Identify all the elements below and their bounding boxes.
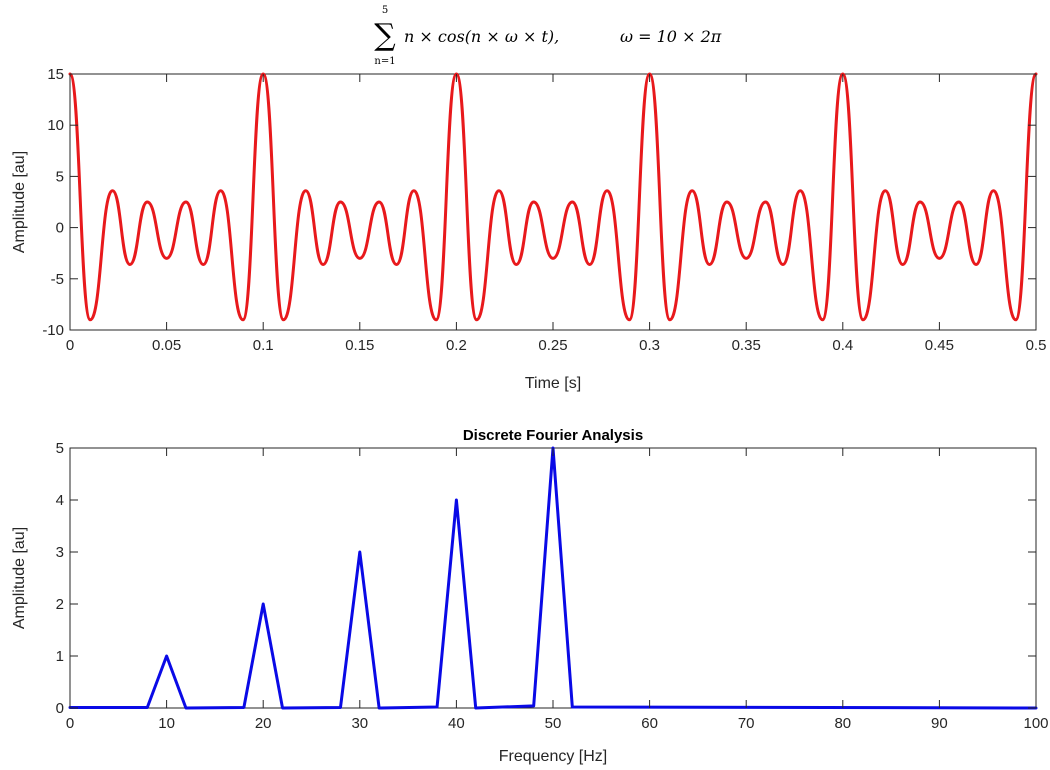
time-domain-series-line: [68, 72, 1038, 322]
time-domain-xlabel: Time [s]: [525, 375, 581, 392]
time-domain-xtick-label: 0.45: [925, 337, 954, 354]
frequency-domain-ylabel: Amplitude [au]: [11, 527, 28, 629]
figure-title: 5 ∑ n=1 n × cos(n × ω × t), ω = 10 × 2π: [374, 5, 721, 67]
frequency-domain-chart: Discrete Fourier Analysis 0 10 20 30 40 50 60 7…: [11, 427, 1049, 765]
frequency-domain-xtick-label: 20: [255, 715, 272, 732]
time-domain-marks: [68, 72, 1038, 322]
sum-lower-limit: n=1: [374, 56, 395, 67]
time-domain-xtick-label: 0.2: [446, 337, 467, 354]
frequency-domain-ytick-label: 2: [56, 596, 64, 613]
frequency-domain-xtick-label: 60: [641, 715, 658, 732]
time-domain-ytick-label: -10: [42, 322, 64, 339]
frequency-domain-xtick-label: 30: [351, 715, 368, 732]
time-domain-xtick-label: 0.5: [1026, 337, 1047, 354]
time-domain-chart: 0 0.05 0.1 0.15 0.2 0.25 0.3 0.35 0.4 0.45 0.5 -10 -…: [11, 66, 1046, 392]
frequency-domain-title: Discrete Fourier Analysis: [463, 427, 643, 444]
time-domain-xtick-label: 0.4: [832, 337, 853, 354]
frequency-domain-ticks: 0 10 20 30 40 50 60 70 80 90 100 0 1 2 3 4 5: [56, 440, 1049, 732]
frequency-domain-ytick-label: 3: [56, 544, 64, 561]
frequency-domain-xtick-label: 100: [1023, 715, 1048, 732]
time-domain-ytick-label: -5: [51, 271, 64, 288]
frequency-domain-xlabel: Frequency [Hz]: [499, 748, 607, 765]
time-domain-xtick-label: 0.3: [639, 337, 660, 354]
frequency-domain-ytick-label: 5: [56, 440, 64, 457]
frequency-domain-xtick-label: 80: [834, 715, 851, 732]
time-domain-xtick-label: 0.05: [152, 337, 181, 354]
frequency-domain-xtick-label: 70: [738, 715, 755, 732]
frequency-domain-xtick-label: 10: [158, 715, 175, 732]
time-domain-ytick-label: 0: [56, 220, 64, 237]
time-domain-ticks: 0 0.05 0.1 0.15 0.2 0.25 0.3 0.35 0.4 0.45 0.5 -10 -…: [42, 66, 1046, 354]
frequency-domain-ytick-label: 0: [56, 700, 64, 717]
time-domain-ytick-label: 15: [47, 66, 64, 83]
time-domain-ylabel: Amplitude [au]: [11, 151, 28, 253]
time-domain-xtick-label: 0: [66, 337, 74, 354]
sum-upper-limit: 5: [382, 5, 388, 16]
frequency-domain-xtick-label: 0: [66, 715, 74, 732]
frequency-domain-ytick-label: 4: [56, 492, 64, 509]
time-domain-ytick-label: 10: [47, 117, 64, 134]
sum-symbol: ∑: [374, 18, 396, 53]
title-omega-definition: ω = 10 × 2π: [620, 27, 722, 46]
title-expression: n × cos(n × ω × t),: [404, 27, 559, 46]
time-domain-xtick-label: 0.25: [538, 337, 567, 354]
frequency-domain-xtick-label: 90: [931, 715, 948, 732]
time-domain-plot-area: [69, 73, 1037, 331]
time-domain-xtick-label: 0.1: [253, 337, 274, 354]
frequency-domain-xtick-label: 50: [545, 715, 562, 732]
time-domain-ytick-label: 5: [56, 168, 64, 185]
frequency-domain-xtick-label: 40: [448, 715, 465, 732]
frequency-domain-plot-area: [69, 447, 1037, 709]
time-domain-xtick-label: 0.35: [732, 337, 761, 354]
frequency-domain-ytick-label: 1: [56, 648, 64, 665]
frequency-domain-series-line: [68, 446, 1038, 710]
frequency-domain-marks: [68, 446, 1038, 710]
time-domain-xtick-label: 0.15: [345, 337, 374, 354]
